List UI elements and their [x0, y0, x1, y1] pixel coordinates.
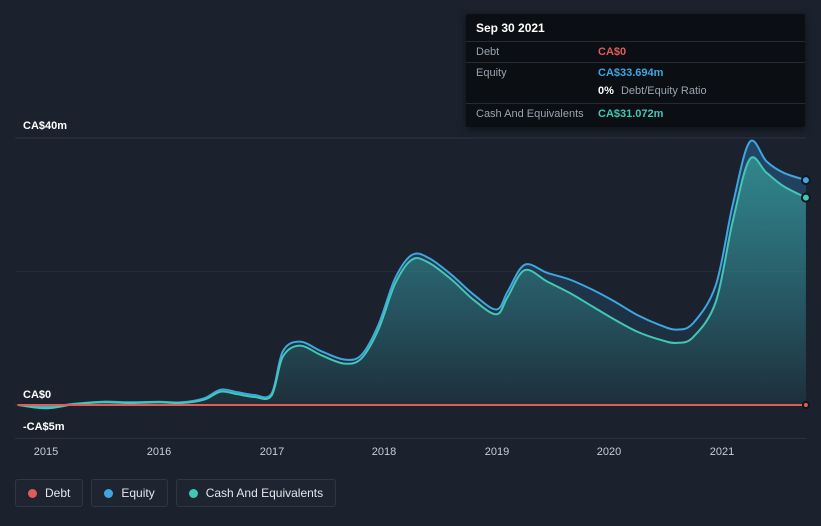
y-axis-label-40m: CA$40m [23, 120, 68, 132]
legend: Debt Equity Cash And Equivalents [15, 479, 337, 507]
tooltip-debt-value: CA$0 [598, 46, 627, 58]
tooltip-cash-value: CA$31.072m [598, 108, 664, 120]
legend-cash-label: Cash And Equivalents [205, 486, 324, 500]
y-axis-label-neg5m: -CA$5m [23, 421, 65, 433]
x-axis-tick-2020: 2020 [596, 446, 622, 458]
y-axis-label-zero: CA$0 [23, 389, 52, 401]
legend-item-debt[interactable]: Debt [15, 479, 84, 507]
x-axis-tick-2019: 2019 [484, 446, 510, 458]
x-axis-tick-2017: 2017 [259, 446, 285, 458]
tooltip-row-debt: Debt CA$0 [466, 42, 805, 63]
x-axis-tick-2021: 2021 [709, 446, 735, 458]
legend-debt-label: Debt [45, 486, 71, 500]
legend-equity-label: Equity [121, 486, 155, 500]
tooltip-debt-label: Debt [476, 46, 500, 58]
tooltip-ratio-value: 0% [598, 85, 614, 97]
x-axis-tick-2015: 2015 [33, 446, 59, 458]
x-axis-tick-2018: 2018 [371, 446, 397, 458]
tooltip-date: Sep 30 2021 [466, 14, 805, 42]
cash-series-dot-icon [188, 488, 198, 498]
tooltip-ratio-label: Debt/Equity Ratio [620, 85, 707, 97]
tooltip-row-ratio: 0% Debt/Equity Ratio [466, 83, 805, 104]
tooltip-equity-label: Equity [476, 67, 507, 79]
tooltip-row-equity: Equity CA$33.694m [466, 63, 805, 83]
x-axis-tick-2016: 2016 [146, 446, 172, 458]
tooltip-cash-label: Cash And Equivalents [476, 108, 584, 120]
legend-item-cash[interactable]: Cash And Equivalents [175, 479, 337, 507]
tooltip: Sep 30 2021 Debt CA$0 Equity CA$33.694m … [466, 14, 805, 127]
equity-series-dot-icon [104, 488, 114, 498]
legend-item-equity[interactable]: Equity [91, 479, 168, 507]
debt-series-dot-icon [28, 488, 37, 498]
tooltip-row-cash: Cash And Equivalents CA$31.072m [466, 104, 805, 127]
tooltip-equity-value: CA$33.694m [598, 67, 664, 79]
